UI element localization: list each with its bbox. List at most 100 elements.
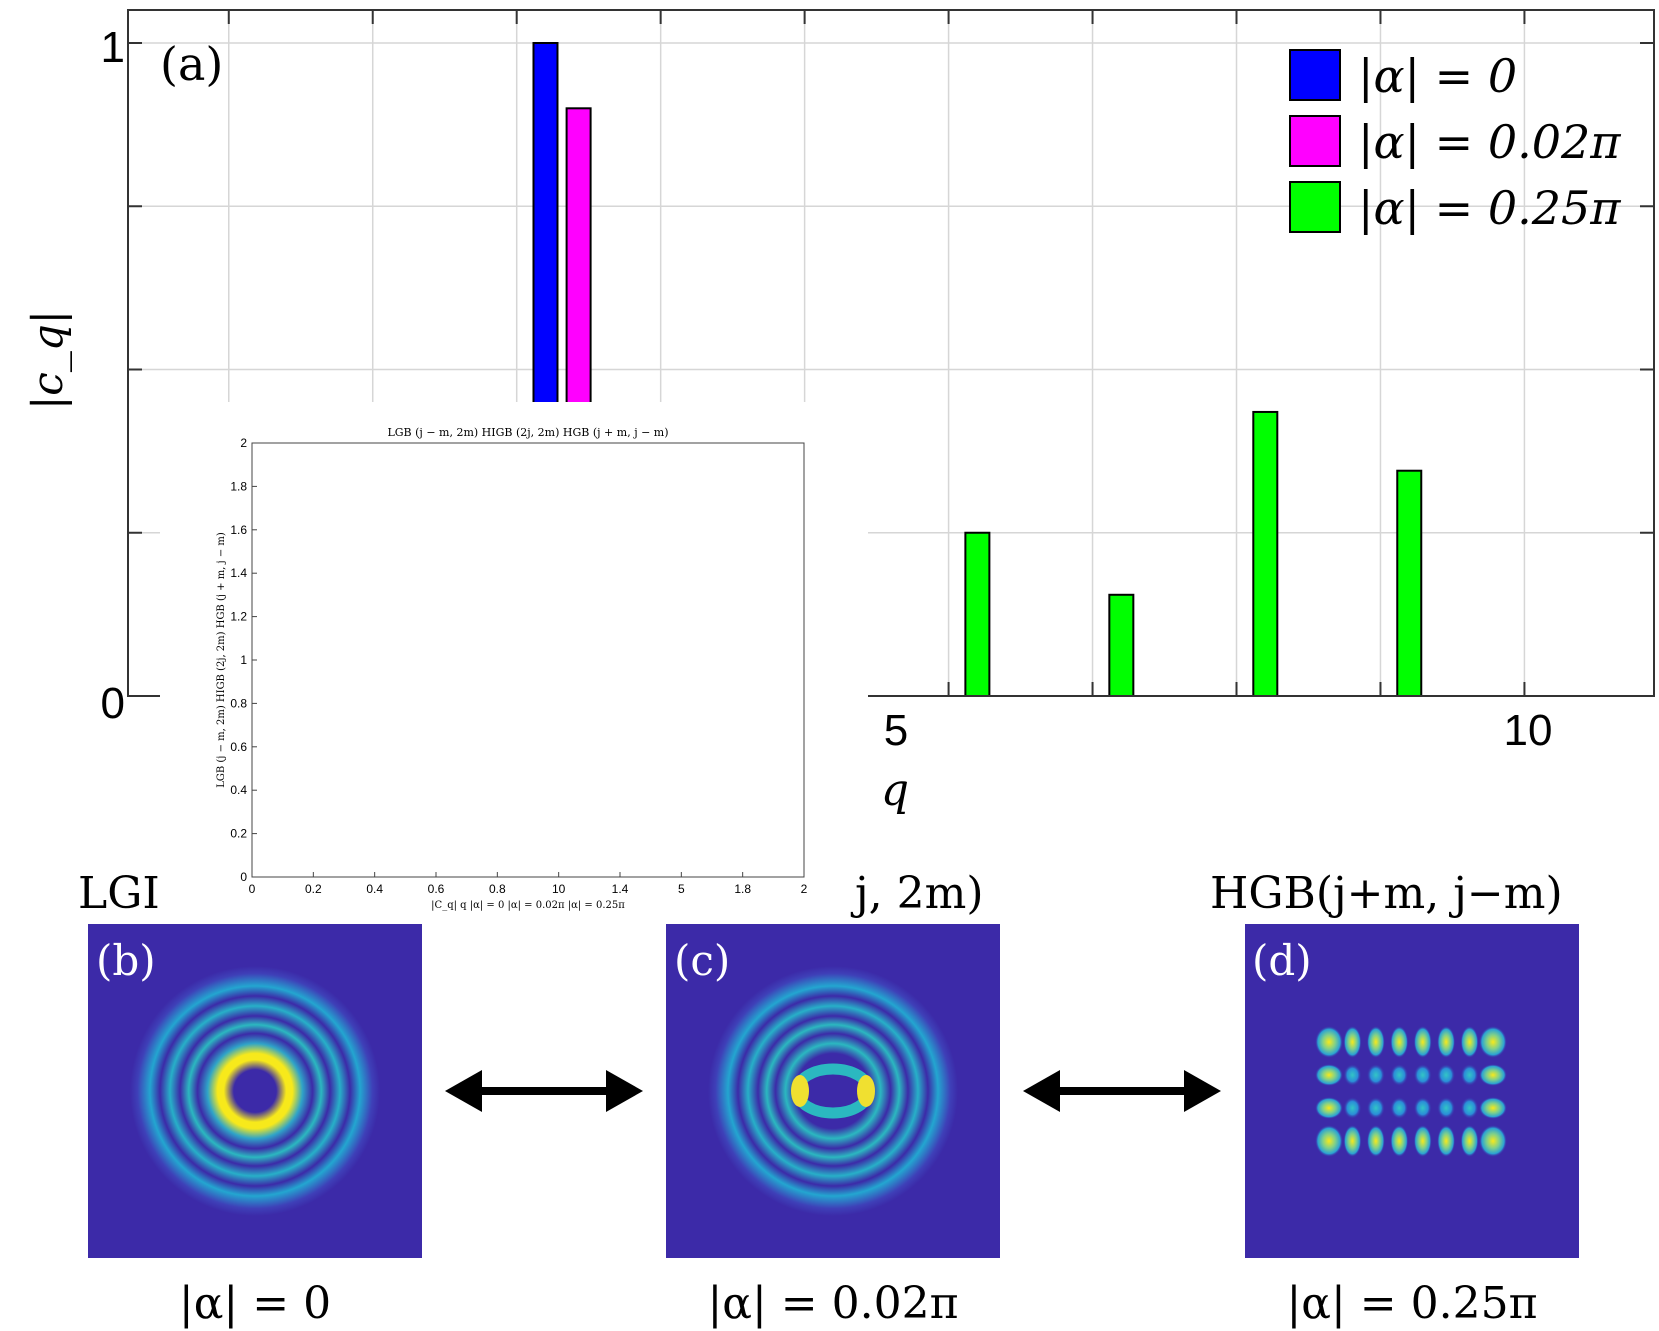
hg-lobe: [1390, 1026, 1409, 1058]
hermite-gaussian-lobes: [1315, 1026, 1507, 1157]
hg-lobe: [1437, 1064, 1456, 1086]
inset-x-tick-label: 0.2: [305, 882, 322, 896]
hg-lobe: [1413, 1026, 1432, 1058]
hg-lobe: [1460, 1064, 1479, 1086]
panel-label-d: (d): [1252, 936, 1312, 985]
bar-series2-2: [1108, 593, 1135, 697]
legend-label-2: |α| = 0.25π: [1358, 181, 1621, 235]
hg-lobe: [1390, 1097, 1409, 1119]
hg-lobe: [1315, 1026, 1343, 1058]
panel-label-a: (a): [160, 37, 223, 91]
hg-lobe: [1366, 1026, 1385, 1058]
inset-y-tick-label: 1.6: [230, 523, 247, 537]
beam-image-hgb: [1245, 924, 1579, 1258]
inset-plot-frame: [251, 442, 805, 878]
hg-lobe: [1460, 1125, 1479, 1157]
inset-x-tick-label: 0: [249, 882, 256, 896]
inner-ellipse-bright-left: [791, 1075, 809, 1107]
bar-series2-3: [1252, 410, 1279, 697]
bar-series2-1: [964, 531, 991, 697]
header-higb: j, 2m): [850, 868, 984, 919]
hg-lobe: [1315, 1125, 1343, 1157]
inset-panel: 0 0.2 0.4 0.6 0.8 10 1.4 5 1.8 2 0 0.2 0.4 0.6 0.8 1 1.2…: [160, 402, 868, 935]
inset-title: LGB (j − m, 2m) HIGB (2j, 2m) HGB (j + m…: [387, 426, 668, 439]
hg-lobe: [1460, 1026, 1479, 1058]
inset-y-tick-label: 0.2: [230, 827, 247, 841]
inset-y-tick-label: 1.4: [230, 566, 247, 580]
inset-y-tick-label: 1.8: [230, 479, 247, 493]
hg-lobe: [1366, 1097, 1385, 1119]
hg-lobe: [1343, 1125, 1362, 1157]
y-tick-label-1: 1: [101, 23, 125, 72]
x-axis-label: q: [881, 765, 909, 816]
hg-lobe: [1390, 1064, 1409, 1086]
inset-x-tick-label: 1.8: [734, 882, 751, 896]
x-tick-label-5: 5: [884, 706, 908, 755]
legend: |α| = 0 |α| = 0.02π |α| = 0.25π: [1289, 49, 1621, 235]
hg-lobe: [1460, 1097, 1479, 1119]
legend-label-0: |α| = 0: [1358, 49, 1517, 103]
hg-lobe: [1315, 1097, 1343, 1119]
inset-y-tick-label: 1: [240, 653, 247, 667]
hg-lobe: [1437, 1026, 1456, 1058]
axis-ticks: [128, 10, 1654, 697]
hg-lobe: [1343, 1026, 1362, 1058]
ring-pattern-outer: [708, 966, 958, 1216]
inner-ellipse-bright-right: [857, 1075, 875, 1107]
plot-frame: [127, 9, 1655, 697]
inset-x-tick-label: 0.6: [428, 882, 445, 896]
panel-d: (d) |α| = 0.25π: [1245, 924, 1579, 1329]
hg-lobe: [1343, 1064, 1362, 1086]
legend-label-1: |α| = 0.02π: [1358, 115, 1621, 169]
hg-lobe: [1413, 1064, 1432, 1086]
panel-b: (b) |α| = 0: [88, 924, 422, 1329]
legend-swatch-0: [1289, 49, 1341, 101]
inset-x-tick-label: 0.4: [366, 882, 383, 896]
double-arrow-right: [1023, 1070, 1221, 1112]
hg-lobe: [1413, 1125, 1432, 1157]
hg-lobe: [1437, 1097, 1456, 1119]
hg-lobe: [1437, 1125, 1456, 1157]
hg-lobe: [1390, 1125, 1409, 1157]
inset-y-tick-label: 2: [240, 436, 247, 450]
x-tick-label-10: 10: [1504, 706, 1553, 755]
header-lgb: LGI: [78, 868, 160, 919]
caption-d: |α| = 0.25π: [1286, 1278, 1537, 1329]
hg-lobe: [1479, 1097, 1507, 1119]
hg-lobe: [1366, 1125, 1385, 1157]
inset-x-tick-label: 1.4: [612, 882, 629, 896]
legend-swatch-2: [1289, 181, 1341, 233]
inset-y-tick-label: 0: [240, 870, 247, 884]
hg-lobe: [1479, 1125, 1507, 1157]
hg-lobe: [1315, 1064, 1343, 1086]
bar-series2-4: [1396, 469, 1423, 697]
inset-x-label: |C_q| q |α| = 0 |α| = 0.02π |α| = 0.25π: [431, 900, 625, 911]
inset-x-tick-label: 10: [552, 882, 566, 896]
hg-lobe: [1413, 1097, 1432, 1119]
panel-label-b: (b): [96, 936, 156, 985]
inset-axis-ticks: 0 0.2 0.4 0.6 0.8 10 1.4 5 1.8 2 0 0.2 0.4 0.6 0.8 1 1.2…: [230, 436, 807, 896]
double-arrow-left: [445, 1070, 643, 1112]
panel-label-c: (c): [674, 936, 730, 985]
panel-c: (c) |α| = 0.02π: [666, 924, 1000, 1329]
y-tick-label-0: 0: [101, 679, 125, 728]
hg-lobe: [1479, 1026, 1507, 1058]
caption-b: |α| = 0: [179, 1278, 331, 1329]
header-hgb: HGB(j+m, j−m): [1210, 868, 1563, 919]
inset-x-tick-label: 0.8: [489, 882, 506, 896]
inset-y-tick-label: 0.6: [230, 740, 247, 754]
inset-x-tick-label: 2: [801, 882, 808, 896]
legend-swatch-1: [1289, 115, 1341, 167]
inset-y-tick-label: 0.8: [230, 696, 247, 710]
y-axis-label: |c_q|: [23, 310, 72, 410]
caption-c: |α| = 0.02π: [707, 1278, 958, 1329]
beam-image-mask: [155, 924, 422, 934]
inset-x-tick-label: 5: [678, 882, 685, 896]
inset-y-label: LGB (j − m, 2m) HIGB (2j, 2m) HGB (j + m…: [216, 532, 227, 788]
hg-lobe: [1479, 1064, 1507, 1086]
hg-lobe: [1366, 1064, 1385, 1086]
inset-y-tick-label: 1.2: [230, 610, 247, 624]
inset-y-tick-label: 0.4: [230, 783, 247, 797]
ring-pattern: [130, 966, 380, 1216]
